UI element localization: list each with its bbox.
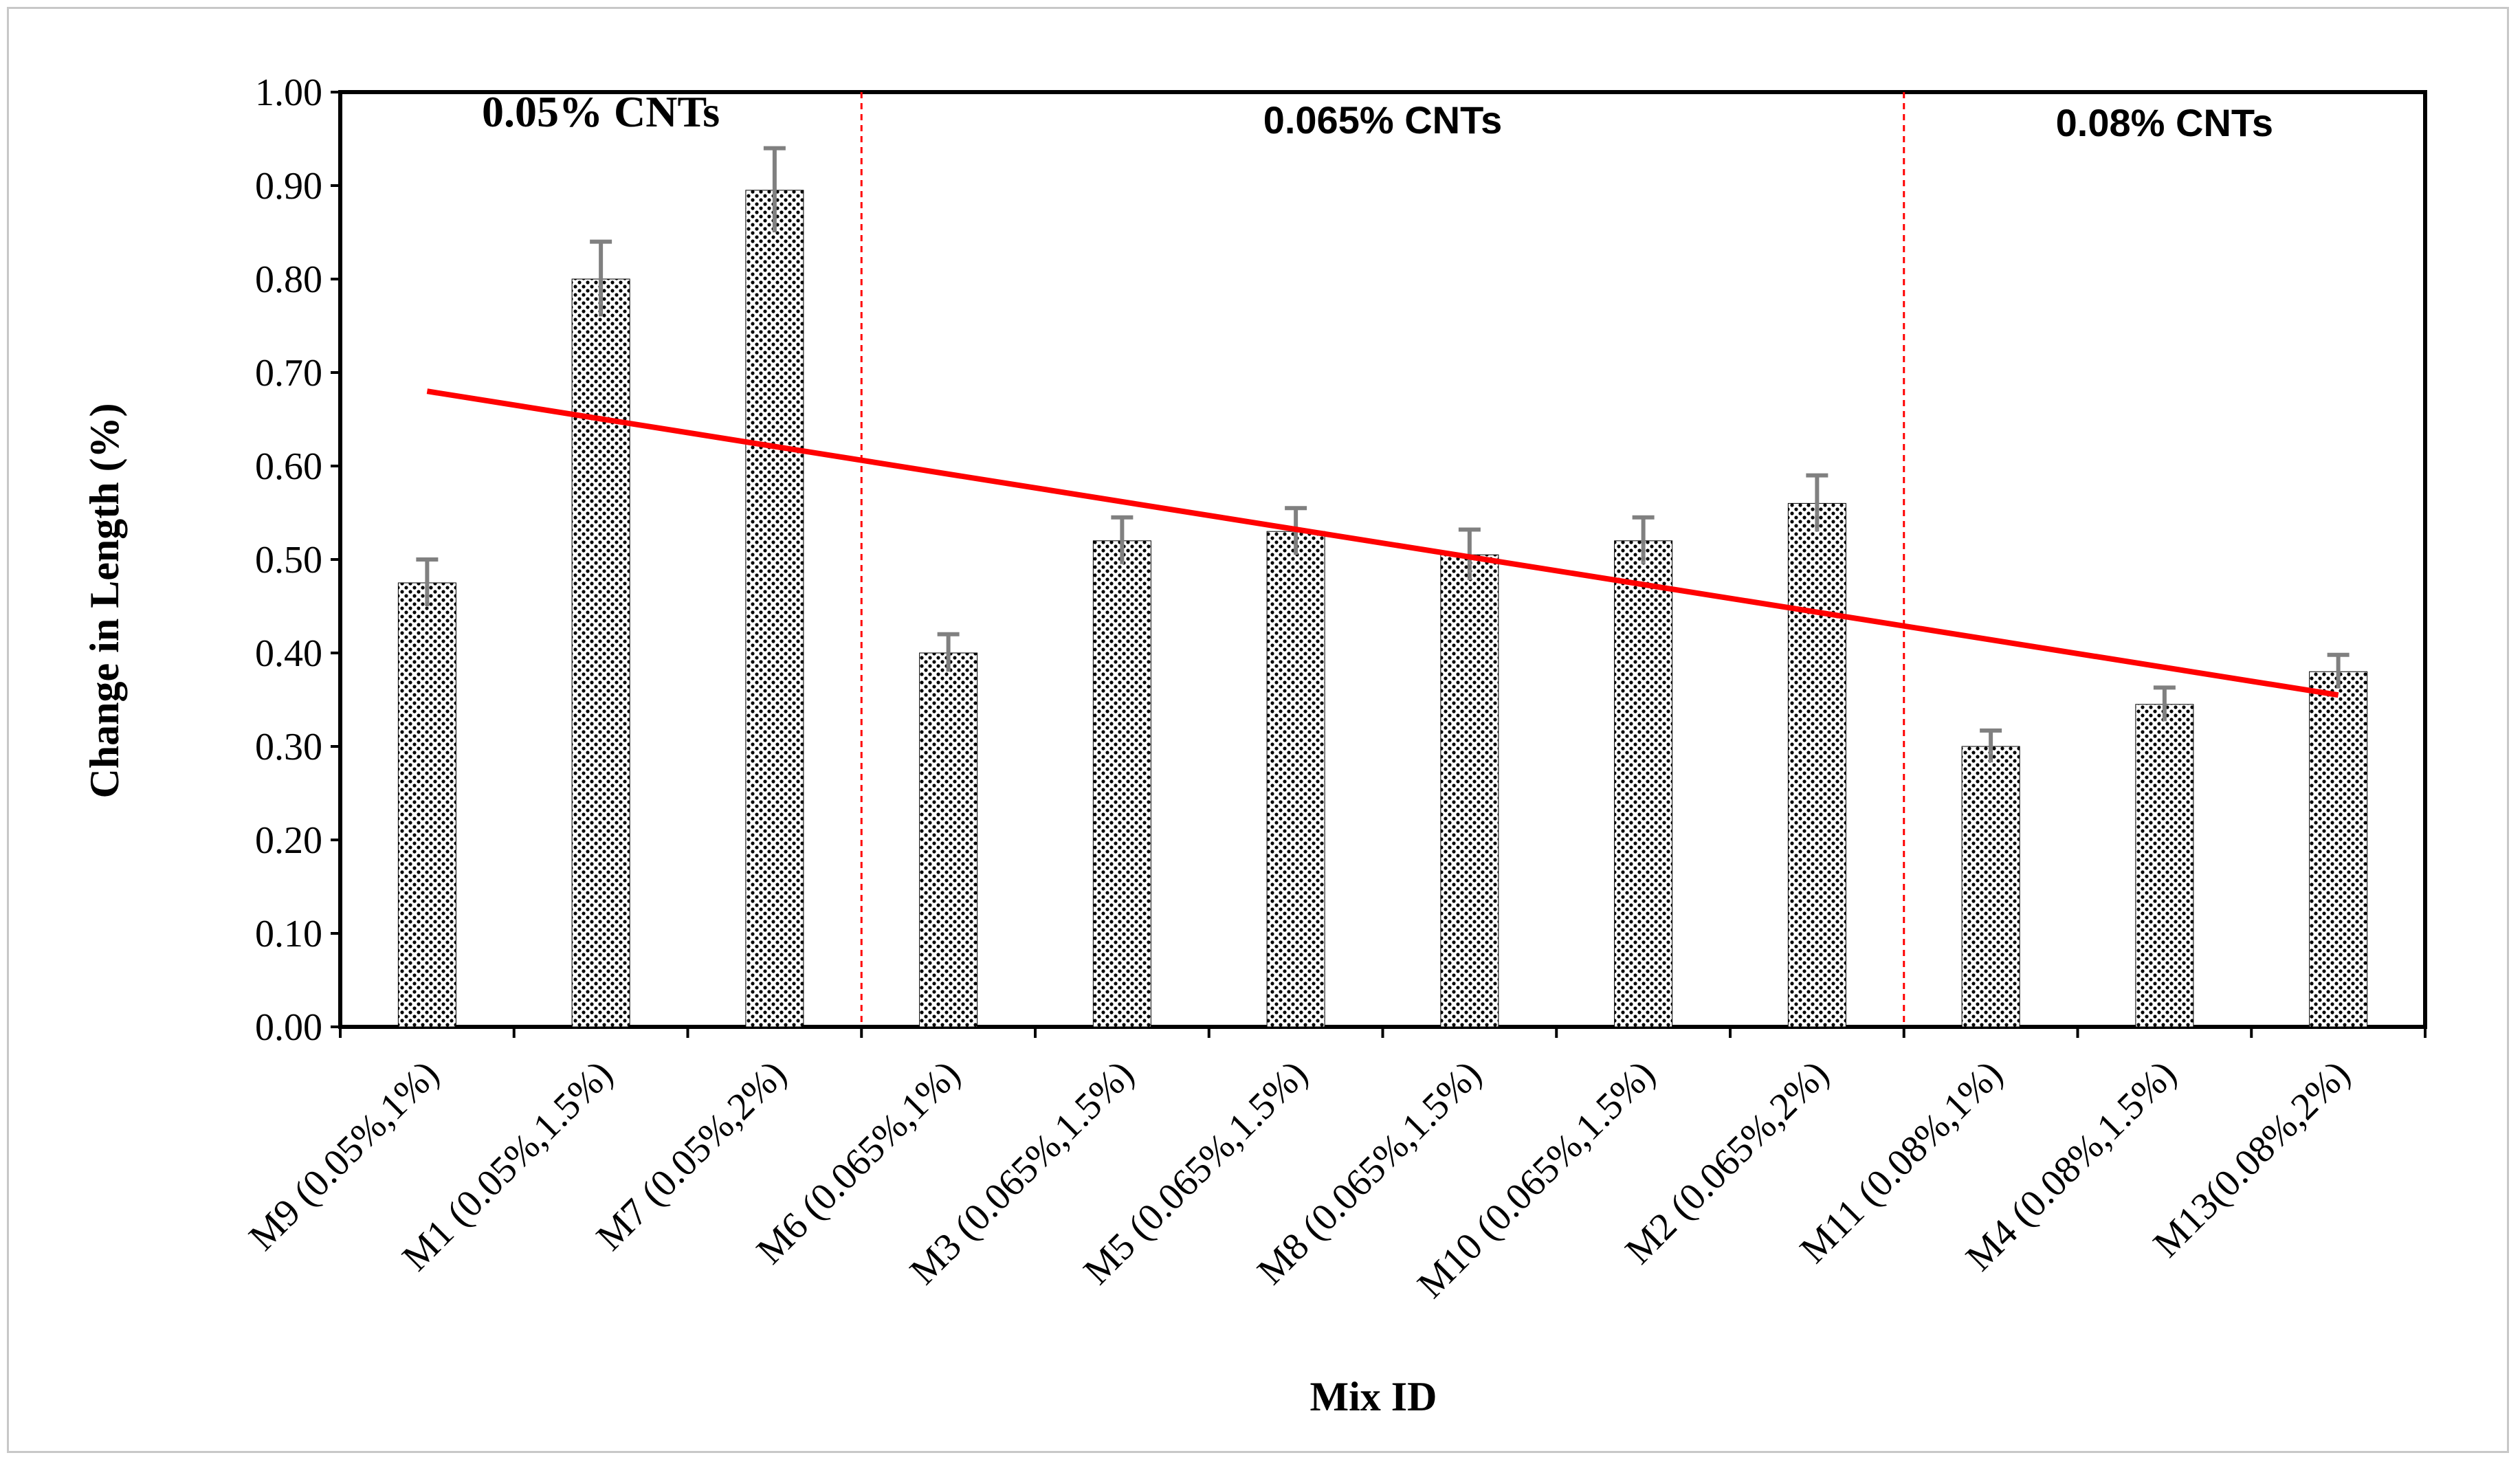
y-tick-label: 0.20 xyxy=(255,819,322,862)
x-axis-title: Mix ID xyxy=(1310,1374,1437,1419)
y-tick-label: 0.30 xyxy=(255,726,322,768)
bars xyxy=(397,190,2368,1028)
bar xyxy=(2135,704,2194,1028)
y-tick-label: 0.40 xyxy=(255,632,322,675)
group-label: 0.08% CNTs xyxy=(2056,101,2273,144)
group-labels: 0.05% CNTs 0.065% CNTs 0.08% CNTs xyxy=(482,87,2273,144)
y-tick-label: 0.60 xyxy=(255,445,322,488)
y-tick-label: 0.50 xyxy=(255,539,322,581)
bar xyxy=(1092,540,1151,1028)
group-label: 0.05% CNTs xyxy=(482,87,720,136)
bar xyxy=(1787,502,1846,1028)
bar xyxy=(1614,540,1673,1028)
error-bars xyxy=(416,146,2350,763)
trendline-line xyxy=(426,388,2339,698)
bar xyxy=(1266,531,1325,1028)
trendline xyxy=(426,388,2339,698)
bar xyxy=(397,582,456,1028)
y-tick-label: 0.80 xyxy=(255,258,322,301)
y-tick-label: 0.10 xyxy=(255,913,322,955)
bar xyxy=(919,652,978,1028)
plot-area-border xyxy=(338,90,2427,1029)
bar xyxy=(745,190,804,1028)
group-label: 0.065% CNTs xyxy=(1263,98,1503,142)
group-dividers xyxy=(860,92,1905,1027)
y-axis-title: Change in Length (%) xyxy=(82,403,127,798)
y-tick-label: 1.00 xyxy=(255,71,322,114)
x-axis: M9 (0.05%,1%)M1 (0.05%,1.5%)M7 (0.05%,2%… xyxy=(241,1027,2427,1307)
bar xyxy=(2309,671,2368,1028)
y-tick-label: 0.00 xyxy=(255,1006,322,1049)
bar xyxy=(1440,554,1499,1028)
y-tick-label: 0.70 xyxy=(255,352,322,395)
y-tick-label: 0.90 xyxy=(255,165,322,208)
bar xyxy=(1961,746,2020,1028)
bar xyxy=(571,278,630,1028)
